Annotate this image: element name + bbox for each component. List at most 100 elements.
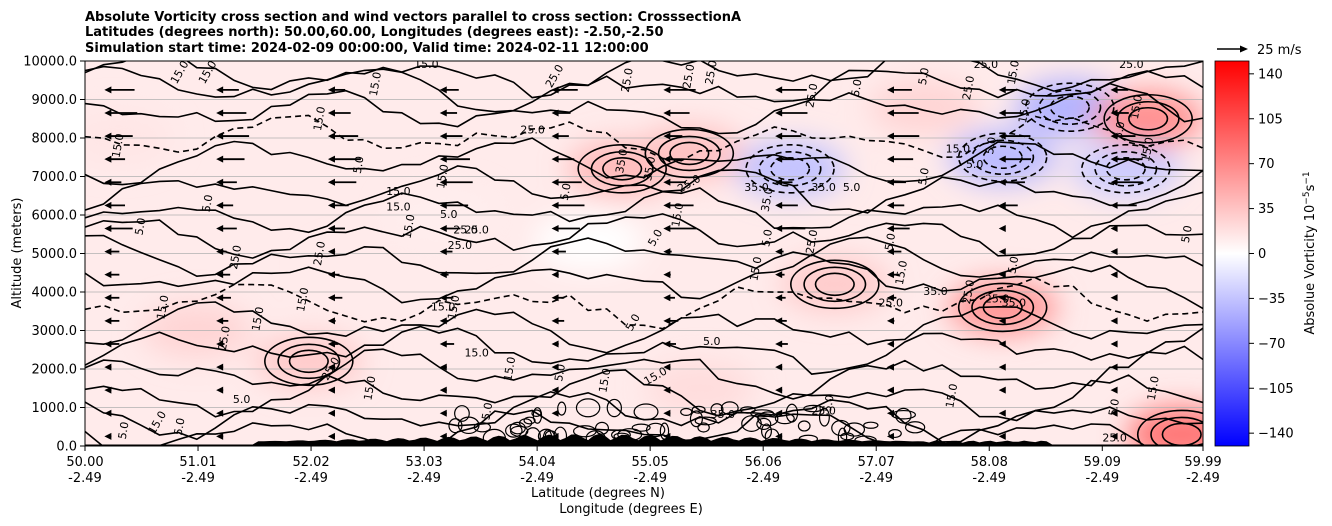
contour-label: 35.0 — [1002, 297, 1027, 310]
wind-vector-head — [998, 409, 1006, 417]
contour-label: 5.0 — [1179, 224, 1195, 243]
y-tick-label: 6000.0 — [32, 209, 78, 224]
wind-vector-head — [998, 432, 1006, 440]
contour-loop — [288, 349, 329, 374]
colorbar-tick-label: 70 — [1258, 157, 1275, 172]
y-tick-label: 1000.0 — [32, 401, 78, 416]
wind-vector-head — [1110, 432, 1118, 440]
contour-label: 5.0 — [703, 335, 721, 348]
wind-vector-head — [104, 271, 112, 279]
wind-vector-head — [327, 178, 335, 186]
y-axis-ticks: 0.0 1000.0 2000.0 3000.0 4000.0 5000.0 6000.0 7… — [23, 55, 85, 455]
contour-label: 5.0 — [916, 167, 932, 186]
contour-label: 15.0 — [946, 143, 971, 156]
vorticity-blob — [1126, 406, 1203, 446]
colorbar: 140 105 70 35 0 −35 −70 −105 −140 Absolue Vortic… — [1214, 60, 1318, 447]
x-tick-label-latitude: 50.00 — [66, 455, 103, 470]
colorbar-label-exp: −5 — [1302, 191, 1312, 204]
contour-label: 15.0 — [386, 200, 411, 213]
title-line-2: Latitudes (degrees north): 50.00,60.00, … — [85, 25, 664, 40]
wind-vector-head — [1110, 178, 1118, 186]
colorbar-tick-label: 35 — [1258, 202, 1275, 217]
x-tick-label-longitude: -2.49 — [972, 471, 1006, 486]
contour-line — [85, 187, 1203, 239]
contour-label: 35.0 — [711, 408, 736, 421]
contour-line — [85, 137, 1203, 186]
terrain-contour — [761, 423, 772, 440]
terrain-contour — [633, 403, 659, 421]
contour-label: 15.0 — [434, 163, 451, 189]
terrain-contour — [895, 407, 912, 424]
wind-vector-head — [998, 340, 1006, 348]
wind-vector-head — [775, 248, 783, 256]
terrain-contour — [524, 427, 541, 446]
wind-vector-head — [327, 432, 335, 440]
wind-vector-head — [1110, 201, 1118, 209]
contour-label: 35.0 — [613, 148, 630, 174]
contour-label: 5.0 — [351, 155, 367, 174]
contour-label: 15.0 — [445, 294, 462, 320]
contour-line — [85, 345, 1203, 400]
wind-vector-head — [104, 363, 112, 371]
wind-key-arrowhead — [1240, 45, 1248, 53]
wind-vector-head — [551, 409, 559, 417]
wind-vector-head — [439, 132, 447, 140]
contour-loop — [1094, 151, 1158, 187]
wind-vector-head — [886, 363, 894, 371]
contour-label: 5.0 — [479, 402, 495, 421]
wind-vector-head — [327, 294, 335, 302]
wind-vector-head — [327, 409, 335, 417]
y-tick-label: 0.0 — [56, 440, 77, 455]
contour-label: 25.0 — [464, 223, 489, 236]
contour-line — [85, 213, 1203, 259]
contour-loop — [644, 128, 735, 179]
contour-label: 15.0 — [414, 58, 439, 71]
contour-label: 35.0 — [923, 285, 948, 298]
contour-label: 5.0 — [1112, 120, 1128, 139]
wind-vector-head — [886, 294, 894, 302]
contour-label: 15.0 — [294, 286, 311, 312]
contour-label: 5.0 — [172, 417, 188, 436]
contour-loop — [669, 141, 710, 166]
wind-vector-head — [663, 86, 671, 94]
wind-vector-head — [104, 155, 112, 163]
terrain-contour — [798, 434, 819, 444]
contour-label: 5.0 — [916, 67, 932, 86]
contour-label: 15.0 — [311, 105, 328, 131]
terrain-contour — [854, 435, 877, 445]
wind-vector-head — [886, 317, 894, 325]
chart-title: Absolute Vorticity cross section and win… — [85, 10, 741, 56]
contour-label: 15.0 — [464, 347, 489, 360]
contour-loop — [803, 266, 867, 303]
contour-label: 25.0 — [879, 297, 904, 310]
wind-vector-head — [327, 224, 335, 232]
contour-line — [85, 61, 1203, 99]
colorbar-label-s: s — [1303, 184, 1318, 191]
wind-vector-head — [886, 386, 894, 394]
contour-label: 25.0 — [520, 123, 545, 136]
terrain-contour — [904, 421, 926, 434]
wind-vector-head — [663, 409, 671, 417]
contour-label: 25.0 — [448, 239, 473, 252]
wind-vector-head — [551, 317, 559, 325]
wind-vector-head — [439, 386, 447, 394]
wind-vector-head — [663, 109, 671, 117]
contour-label: 5.0 — [983, 136, 999, 155]
colorbar-label-main: Absolue Vorticity 10 — [1303, 205, 1318, 335]
wind-vector-head — [663, 363, 671, 371]
wind-vector-head — [886, 224, 894, 232]
wind-key-label: 25 m/s — [1257, 43, 1302, 58]
wind-vector-head — [439, 178, 447, 186]
terrain-contour — [691, 405, 706, 414]
x-tick-label-latitude: 54.04 — [519, 455, 556, 470]
wind-vector-head — [439, 294, 447, 302]
vorticity-blob — [735, 140, 846, 197]
wind-vector-head — [663, 224, 671, 232]
contour-label: 15.0 — [1139, 136, 1156, 162]
contour-label: 15.0 — [386, 185, 411, 198]
wind-vector-head — [775, 363, 783, 371]
wind-vector-head — [998, 132, 1006, 140]
wind-vector-head — [216, 109, 224, 117]
x-tick-label-longitude: -2.49 — [746, 471, 780, 486]
x-tick-label-longitude: -2.49 — [181, 471, 215, 486]
